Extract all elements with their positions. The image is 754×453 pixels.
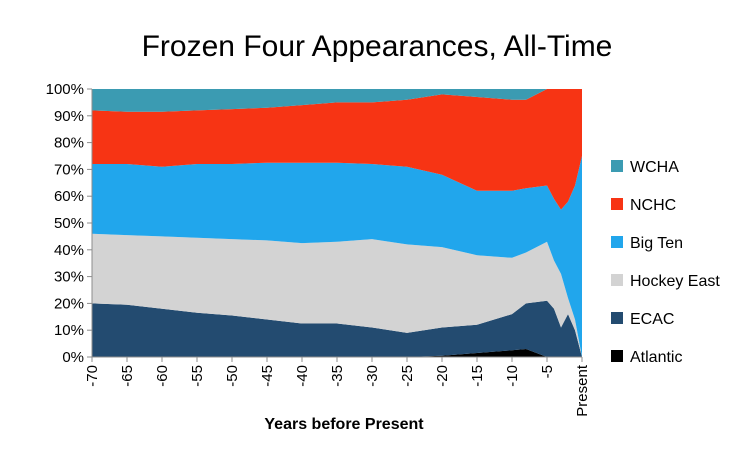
legend-swatch [611, 350, 623, 362]
x-tick-label: -45 [259, 365, 276, 387]
legend-swatch [611, 274, 623, 286]
y-tick-label: 20% [54, 295, 84, 312]
x-axis-ticks: -70 -65 -60 -55 -50 -45 -40 -35 -30 -25 -20 -15 -10 -… [84, 357, 591, 417]
x-tick-label: -65 [119, 365, 136, 387]
x-tick-label: -35 [329, 365, 346, 387]
y-axis-ticks: 0% 10% 20% 30% 40% 50% 60% 70% 80% 90% 100% [46, 81, 92, 366]
area-series-big-ten [92, 156, 582, 357]
y-tick-label: 80% [54, 135, 84, 152]
y-tick-label: 30% [54, 269, 84, 286]
x-tick-label: -60 [154, 365, 171, 387]
y-tick-label: 60% [54, 188, 84, 205]
x-tick-label: -55 [189, 365, 206, 387]
legend-swatch [611, 312, 623, 324]
legend-label: Atlantic [630, 349, 682, 366]
x-tick-label: -10 [504, 365, 521, 387]
x-tick-label: Present [574, 364, 591, 417]
y-tick-label: 0% [62, 349, 84, 366]
legend-swatch [611, 236, 623, 248]
y-tick-label: 70% [54, 161, 84, 178]
legend-swatch [611, 198, 623, 210]
plot-area [92, 89, 582, 357]
y-tick-label: 40% [54, 242, 84, 259]
area-series-wcha [92, 89, 582, 112]
x-tick-label: -20 [434, 365, 451, 387]
x-tick-label: -50 [224, 365, 241, 387]
legend-label: ECAC [630, 311, 674, 328]
x-tick-label: -40 [294, 365, 311, 387]
y-tick-label: 90% [54, 108, 84, 125]
x-tick-label: -25 [399, 365, 416, 387]
x-tick-label: -5 [539, 365, 556, 378]
legend-label: Hockey East [630, 273, 720, 290]
x-tick-label: -30 [364, 365, 381, 387]
area-series-ecac [92, 300, 582, 357]
y-tick-label: 100% [46, 81, 84, 98]
area-series-atlantic [92, 349, 582, 357]
x-tick-label: -70 [84, 365, 101, 387]
x-tick-label: -15 [469, 365, 486, 387]
chart-title: Frozen Four Appearances, All-Time [142, 30, 613, 63]
legend-label: WCHA [630, 159, 679, 176]
legend-label: NCHC [630, 197, 676, 214]
area-series-hockey-east [92, 233, 582, 357]
area-series-nchc [92, 89, 582, 210]
y-tick-label: 50% [54, 215, 84, 232]
y-tick-label: 10% [54, 322, 84, 339]
legend-label: Big Ten [630, 235, 683, 252]
legend: WCHA NCHC Big Ten Hockey East ECAC Atlantic [611, 159, 720, 366]
legend-swatch [611, 160, 623, 172]
x-axis-title: Years before Present [264, 416, 424, 433]
